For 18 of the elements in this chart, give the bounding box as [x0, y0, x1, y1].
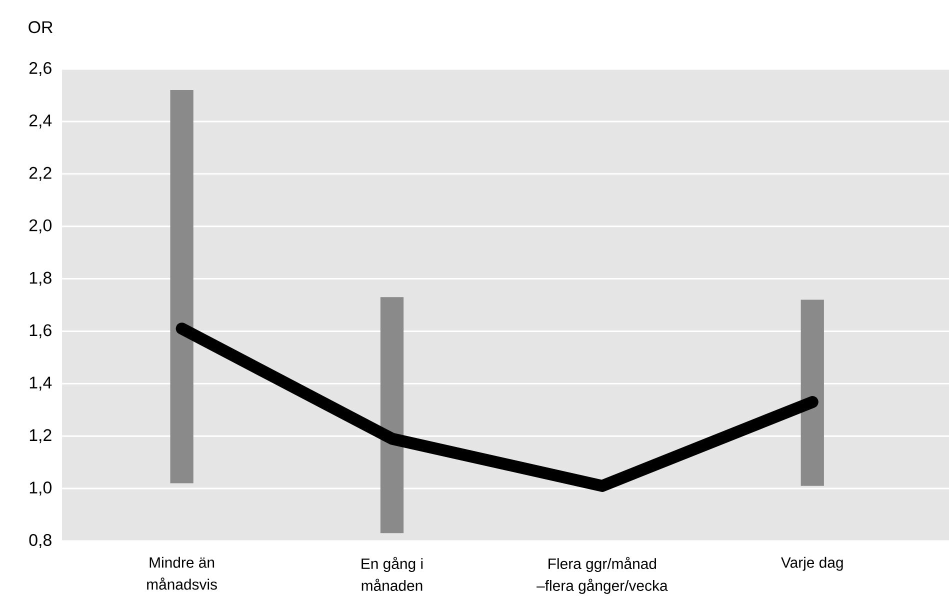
y-tick-label: 1,0 — [30, 482, 52, 496]
y-tick-label: 1,4 — [30, 376, 52, 391]
bar — [380, 297, 404, 534]
x-tick-label: Varje dag — [781, 556, 843, 571]
y-axis-title: OR — [28, 21, 52, 34]
y-tick-label: 2,0 — [29, 219, 52, 234]
y-tick-label: 0,8 — [29, 534, 52, 548]
x-tick-label: En gång i månaden — [362, 556, 423, 591]
x-tick-label: Flera ggr/månad –flera gånger/vecka — [536, 556, 668, 594]
bar — [800, 300, 824, 486]
y-tick-label: 2,6 — [29, 62, 52, 76]
y-tick-label: 1,2 — [30, 429, 52, 444]
y-tick-label: 1,8 — [30, 272, 52, 286]
y-tick-label: 1,6 — [30, 324, 52, 338]
y-tick-label: 2,4 — [29, 114, 52, 128]
x-tick-label: Mindre än månadsvis — [147, 556, 217, 590]
y-tick-label: 2,2 — [29, 166, 52, 181]
bar — [170, 90, 194, 484]
